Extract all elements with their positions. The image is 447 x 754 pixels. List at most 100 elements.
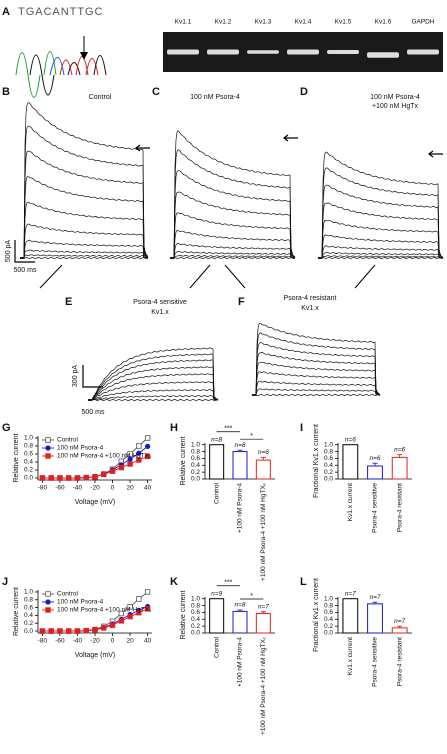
arrow (135, 144, 150, 152)
n-label: n=7 (394, 618, 405, 625)
legend-label: 100 nM Psora-4 (57, 445, 104, 452)
y-tick-label: 0.0 (324, 476, 333, 483)
y-tick-label: 0.0 (324, 630, 333, 637)
n-label: n=8 (211, 436, 222, 443)
marker (45, 453, 51, 459)
current-trace (87, 347, 219, 401)
y-tick-label: 0.2 (24, 467, 33, 474)
current-trace (19, 125, 149, 259)
significance-label: * (250, 593, 253, 600)
significance-label: *** (224, 580, 232, 587)
marker (45, 599, 51, 605)
y-axis-label: Fractional Kv1.x current (313, 424, 320, 498)
y-tick-label: 1.0 (24, 435, 33, 442)
legend-label: 100 nM Psora-4 +100 nM HgTX₁ (57, 607, 152, 614)
y-tick-label: 0.2 (324, 623, 333, 630)
y-tick-label: 1.0 (24, 589, 33, 596)
current-trace (169, 191, 296, 259)
current-trace (19, 223, 149, 259)
arrow (189, 264, 211, 289)
bar (232, 451, 248, 480)
x-tick-label: Control (213, 482, 220, 504)
x-axis-label: Voltage (mV) (75, 499, 115, 506)
y-tick-label: 0.8 (324, 602, 333, 609)
n-label: n=6 (258, 449, 269, 456)
marker (136, 450, 142, 456)
current-trace (19, 254, 149, 259)
marker (136, 443, 142, 449)
current-trace (87, 389, 219, 401)
panel-label: L (300, 576, 307, 588)
error-bar (237, 449, 243, 452)
panel-label: A (2, 6, 10, 18)
bar (255, 459, 271, 480)
marker (136, 596, 142, 602)
current-trace (317, 257, 444, 259)
panel-label: J (2, 576, 8, 588)
y-tick-label: 0.6 (324, 455, 333, 462)
bar (367, 603, 383, 634)
y-tick-label: 0.8 (191, 448, 200, 455)
y-axis-label: Relative current (13, 587, 20, 636)
y-tick-label: 0.0 (24, 475, 33, 482)
panel-title: Psora-4 resistant (284, 295, 337, 302)
marker (65, 628, 72, 634)
marker (92, 627, 98, 633)
marker (45, 445, 51, 451)
marker (144, 435, 151, 441)
arrow (39, 264, 63, 289)
marker (127, 604, 133, 610)
current-trace (87, 353, 219, 401)
gel-band (207, 49, 239, 55)
x-tick-label: +100 nM Psora-4 (237, 637, 244, 687)
current-trace (87, 399, 219, 401)
y-axis-label: Relative current (180, 436, 187, 485)
gel-band (247, 50, 279, 54)
current-trace (19, 249, 149, 259)
marker (39, 475, 46, 481)
y-tick-label: 0.6 (191, 455, 200, 462)
error-bar (237, 609, 243, 612)
y-tick-label: 1.0 (324, 441, 333, 448)
current-trace (251, 332, 381, 396)
bar (232, 610, 248, 634)
y-tick-label: 1.0 (324, 595, 333, 602)
current-trace (19, 150, 149, 259)
arrow (283, 134, 298, 142)
y-tick-label: 0.8 (324, 448, 333, 455)
gel-band (167, 49, 199, 55)
panel-title: 100 nM Psora-4 (190, 94, 240, 101)
n-label: n=8 (234, 602, 245, 609)
gel-band (407, 49, 439, 55)
n-label: n=6 (394, 446, 405, 453)
scale-label: 500 ms (82, 409, 105, 416)
current-trace (251, 371, 381, 396)
x-tick-label: Kv1.x current (347, 637, 354, 675)
marker (127, 613, 133, 620)
x-tick-label: +100 nM Psora-4 (237, 483, 244, 533)
bar (391, 456, 408, 480)
bar (209, 444, 225, 480)
panel-title: Control (89, 94, 112, 101)
n-label: n=6 (345, 436, 356, 443)
y-tick-label: 0.6 (324, 609, 333, 616)
legend-label: Control (57, 437, 79, 444)
current-trace (19, 257, 149, 259)
lane-label: Kv1.5 (335, 19, 352, 26)
n-label: n=7 (345, 590, 356, 597)
n-label: n=8 (234, 442, 245, 449)
y-tick-label: 0.4 (191, 616, 200, 623)
panel-label: D (300, 86, 308, 98)
marker (48, 475, 54, 481)
marker (39, 628, 46, 634)
current-trace (317, 202, 444, 259)
marker (144, 589, 151, 595)
current-trace (317, 245, 444, 259)
lane-label: GAPDH (411, 19, 434, 26)
scale-label: 300 pA (72, 365, 79, 388)
y-tick-label: 0.8 (24, 596, 33, 603)
n-label: n=7 (258, 603, 269, 610)
current-trace (317, 184, 444, 259)
current-trace (251, 380, 381, 396)
